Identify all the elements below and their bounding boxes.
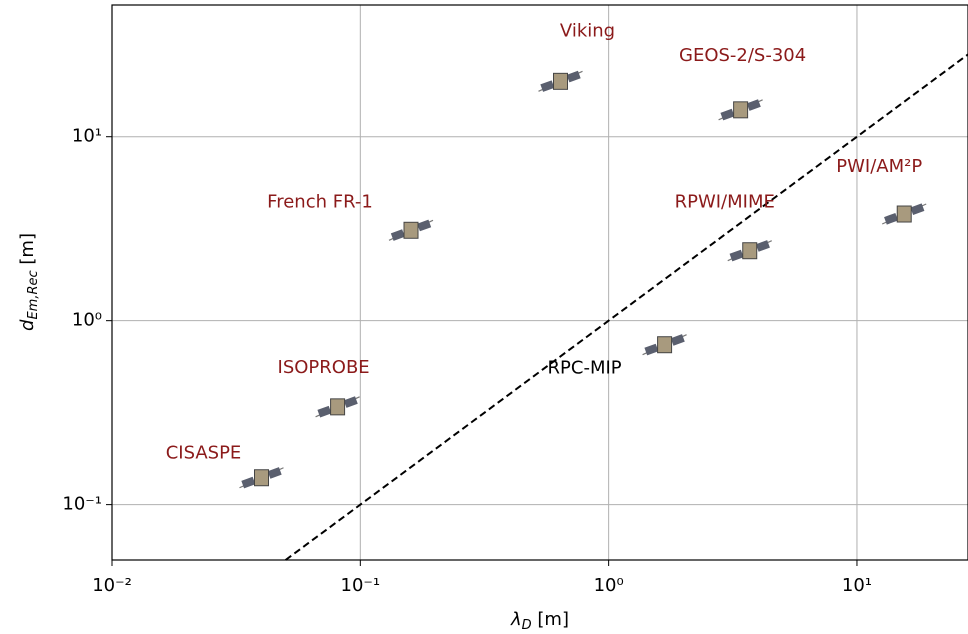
x-tick-label: 10¹ (842, 575, 872, 596)
x-tick-label: 10⁰ (594, 575, 624, 596)
panel (267, 467, 282, 479)
panel (566, 70, 581, 83)
x-tick-label: 10⁻¹ (341, 575, 381, 596)
spacecraft-marker (315, 396, 360, 418)
x-subscript: D (522, 618, 532, 633)
x-symbol: λ (510, 609, 522, 630)
panel (670, 334, 685, 346)
panel (540, 80, 555, 92)
panel (720, 108, 735, 121)
body (733, 101, 749, 119)
body (330, 398, 346, 416)
y-unit: [m] (17, 233, 38, 265)
body (896, 205, 912, 223)
x-unit: [m] (537, 609, 569, 630)
point-label: French FR-1 (267, 191, 373, 212)
reference-line (284, 53, 968, 561)
body (657, 336, 673, 354)
panel (343, 396, 358, 408)
panel (910, 203, 925, 216)
point-label: ISOPROBE (278, 357, 370, 378)
spacecraft-marker (718, 99, 763, 121)
y-subscript: Em,Rec (26, 270, 41, 319)
x-tick-label: 10⁻² (92, 575, 132, 596)
spacecraft-marker (881, 203, 927, 225)
panel (755, 240, 770, 252)
x-axis-label: λD [m] (510, 609, 569, 633)
point-label: Viking (560, 20, 615, 41)
panel (417, 219, 432, 232)
plot-frame (111, 4, 968, 561)
body (254, 469, 270, 487)
panel (241, 476, 256, 489)
y-tick-label: 10⁻¹ (62, 494, 102, 515)
body (742, 242, 758, 260)
body (403, 221, 419, 239)
spacecraft-marker (538, 70, 583, 92)
panel (884, 212, 899, 225)
y-symbol: d (17, 319, 38, 331)
panel (390, 229, 405, 241)
y-tick-label: 10⁰ (72, 310, 102, 331)
point-label: GEOS-2/S-304 (679, 45, 806, 66)
panel (729, 249, 744, 262)
panel (644, 343, 659, 356)
spacecraft-marker (239, 467, 284, 489)
point-label: RPWI/MIME (675, 192, 775, 213)
panel (317, 405, 332, 418)
y-tick-label: 10¹ (72, 126, 102, 147)
body (553, 72, 569, 90)
point-label: PWI/AM²P (836, 156, 922, 177)
spacecraft-marker (642, 334, 687, 356)
panel (746, 99, 761, 111)
spacecraft-marker (727, 240, 772, 262)
spacecraft-marker (388, 219, 434, 241)
point-label: RPC-MIP (548, 358, 622, 379)
y-axis-label: dEm,Rec [m] (17, 233, 41, 331)
point-label: CISASPE (166, 443, 242, 464)
